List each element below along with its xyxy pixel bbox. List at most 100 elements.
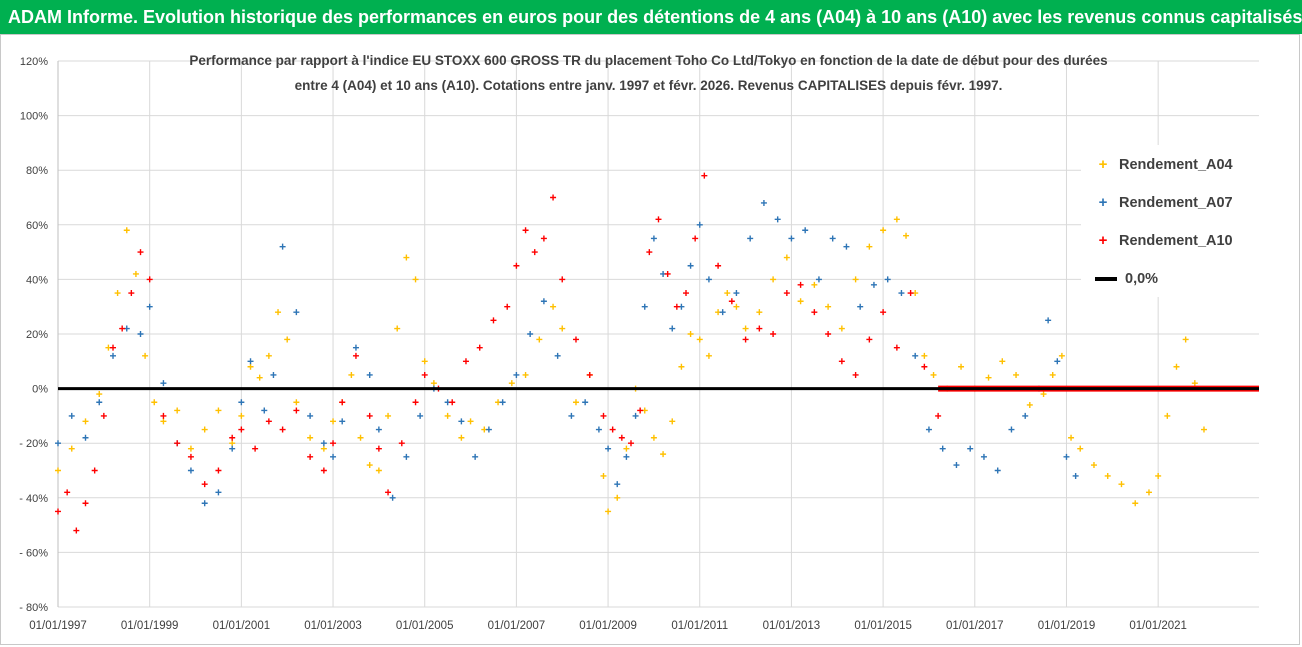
point-a10	[160, 412, 167, 419]
point-a07	[939, 445, 946, 452]
point-a10	[73, 527, 80, 534]
point-a04	[623, 445, 630, 452]
point-a10	[265, 418, 272, 425]
x-tick-label: 01/01/2013	[763, 620, 821, 632]
y-tick-label: - 80%	[19, 602, 48, 614]
point-a04	[600, 472, 607, 479]
point-a10	[770, 331, 777, 337]
point-a10	[110, 344, 117, 351]
point-a10	[476, 344, 483, 351]
point-a07	[247, 358, 254, 365]
point-a07	[1022, 412, 1029, 419]
point-a10	[540, 235, 547, 242]
point-a04	[265, 352, 272, 359]
legend-item-a07: + Rendement_A07	[1095, 191, 1233, 215]
point-a07	[238, 399, 245, 406]
point-a07	[499, 399, 506, 406]
point-a10	[664, 270, 671, 277]
point-a10	[838, 358, 845, 365]
point-a10	[609, 426, 616, 433]
point-a04	[421, 358, 428, 365]
point-a04	[930, 371, 937, 378]
point-a04	[811, 281, 818, 288]
point-a07	[802, 227, 809, 234]
point-a07	[1008, 426, 1015, 433]
grid-lines	[57, 60, 1259, 608]
point-a04	[430, 380, 437, 387]
point-a10	[825, 331, 832, 337]
point-a10	[352, 352, 359, 359]
point-a10	[64, 489, 71, 496]
point-a04	[275, 309, 282, 316]
point-a04	[123, 227, 130, 234]
point-a07	[953, 462, 960, 469]
point-a07	[513, 371, 520, 378]
point-a07	[632, 412, 639, 419]
point-a07	[458, 418, 465, 425]
point-a04	[660, 451, 667, 458]
point-a10	[293, 407, 300, 414]
point-a04	[187, 445, 194, 452]
point-a10	[307, 453, 314, 460]
point-a07	[884, 276, 891, 283]
point-a04	[366, 462, 373, 469]
point-a04	[55, 467, 61, 474]
point-a07	[96, 399, 103, 406]
point-a04	[770, 276, 777, 283]
data-points	[55, 172, 1207, 534]
point-a07	[829, 235, 836, 242]
x-tick-label: 01/01/2003	[304, 620, 362, 632]
point-a07	[774, 216, 781, 223]
point-a10	[513, 262, 520, 269]
point-a04	[733, 303, 740, 310]
point-a04	[82, 418, 89, 425]
point-a04	[985, 374, 992, 381]
point-a04	[96, 391, 103, 398]
point-a04	[522, 371, 529, 378]
point-a07	[614, 481, 621, 488]
point-a04	[160, 418, 167, 425]
point-a04	[866, 243, 873, 250]
point-a10	[252, 445, 259, 452]
point-a10	[728, 298, 735, 305]
legend-item-a10: + Rendement_A10	[1095, 229, 1233, 253]
point-a10	[637, 407, 644, 414]
y-tick-label: - 60%	[19, 547, 48, 559]
point-a07	[307, 412, 314, 419]
point-a10	[504, 303, 511, 310]
point-a07	[1054, 358, 1061, 365]
point-a04	[238, 412, 245, 419]
point-a07	[339, 418, 346, 425]
point-a07	[582, 399, 589, 406]
point-a07	[623, 453, 630, 460]
chart-title-line1: Performance par rapport à l'indice EU ST…	[189, 53, 1108, 68]
legend-label-a10: Rendement_A10	[1119, 233, 1233, 249]
point-a10	[683, 290, 690, 297]
point-a07	[160, 380, 167, 387]
point-a04	[880, 227, 887, 234]
point-a04	[838, 325, 845, 332]
point-a07	[270, 371, 277, 378]
point-a10	[600, 412, 607, 419]
point-a07	[967, 445, 974, 452]
point-a04	[348, 371, 355, 378]
point-a04	[142, 352, 149, 359]
x-tick-label: 01/01/2019	[1038, 620, 1096, 632]
point-a07	[293, 309, 300, 316]
point-a10	[550, 194, 557, 201]
point-a10	[398, 440, 405, 447]
point-a04	[132, 270, 139, 277]
point-a04	[256, 374, 263, 381]
point-a04	[330, 418, 337, 425]
point-a04	[1173, 363, 1180, 370]
point-a10	[586, 371, 593, 378]
x-tick-label: 01/01/2015	[854, 620, 912, 632]
x-tick-label: 01/01/1999	[121, 620, 179, 632]
point-a10	[279, 426, 286, 433]
point-a07	[760, 199, 767, 206]
point-a07	[110, 352, 117, 359]
point-a07	[1063, 453, 1070, 460]
point-a10	[91, 467, 98, 474]
point-a07	[320, 440, 327, 447]
point-a04	[705, 352, 712, 359]
